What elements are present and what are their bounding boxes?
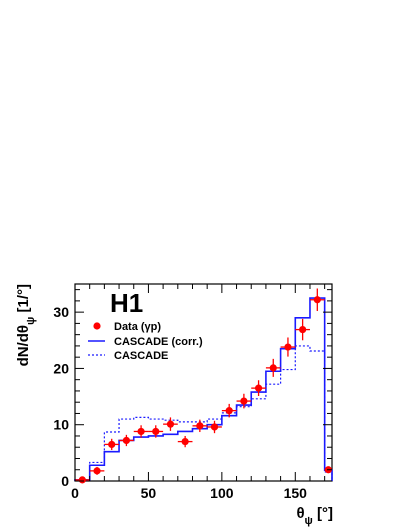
legend-label-cascade-corr: CASCADE (corr.)	[114, 336, 203, 348]
data-point	[225, 407, 233, 415]
y-axis-label: dN/dθψ [1/°]	[15, 284, 37, 366]
legend-marker-data	[93, 322, 101, 330]
data-points-layer	[75, 288, 332, 484]
data-point	[210, 423, 219, 431]
ticks-layer: 0 50 100 150 0 10 20 30	[53, 284, 332, 501]
experiment-label: H1	[110, 288, 143, 318]
data-point	[152, 427, 160, 436]
data-point	[269, 364, 277, 372]
x-tick-label: 100	[210, 485, 234, 501]
plot-frame-group	[74, 283, 333, 482]
data-point	[108, 440, 116, 449]
data-point	[299, 325, 307, 334]
plot-frame	[74, 283, 333, 482]
y-tick-label: 30	[53, 304, 69, 320]
data-point	[313, 296, 321, 304]
x-tick-label: 0	[71, 485, 79, 501]
x-axis-label: θψ [°]	[296, 505, 333, 527]
data-point	[137, 427, 145, 436]
data-point	[166, 420, 175, 428]
data-point	[181, 438, 189, 446]
y-tick-label: 10	[53, 417, 69, 433]
data-point	[122, 436, 130, 445]
legend-label-cascade: CASCADE	[114, 350, 168, 362]
x-tick-label: 150	[284, 485, 308, 501]
histogram-cascade-corr	[74, 297, 333, 481]
legend: Data (γp) CASCADE (corr.) CASCADE	[88, 321, 203, 362]
legend-label-data: Data (γp)	[114, 321, 161, 333]
histogram-layer	[74, 297, 333, 481]
data-point	[284, 343, 292, 351]
data-point	[240, 397, 248, 405]
data-point	[93, 467, 101, 475]
data-point	[254, 384, 263, 392]
histogram-cascade	[74, 345, 333, 481]
y-tick-label: 0	[61, 473, 69, 489]
x-tick-label: 50	[141, 485, 157, 501]
data-point	[78, 476, 86, 484]
data-point	[196, 422, 204, 430]
y-tick-label: 20	[53, 360, 69, 376]
